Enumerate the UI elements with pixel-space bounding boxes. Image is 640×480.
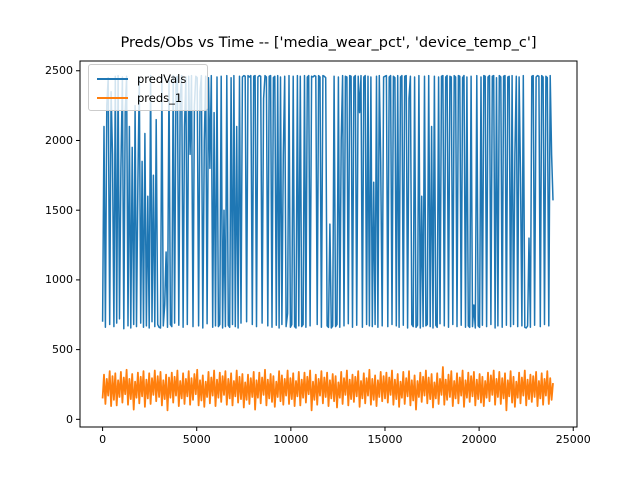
y-tick-label: 2000: [45, 133, 73, 147]
y-tick-label: 1500: [45, 203, 73, 217]
series-line-predVals: [101, 74, 554, 330]
y-tick-label: 1000: [45, 273, 73, 287]
legend: predVals preds_1: [88, 64, 208, 111]
legend-entry-predvals: predVals: [97, 71, 199, 86]
x-tick-label: 10000: [273, 433, 309, 446]
legend-label-predvals: predVals: [137, 71, 187, 86]
legend-entry-preds-1: preds_1: [97, 90, 199, 105]
y-tick-label: 2500: [45, 64, 73, 78]
axes-spines: [79, 60, 578, 428]
x-tick-label: 5000: [182, 433, 211, 446]
legend-label-preds-1: preds_1: [137, 90, 183, 105]
chart-title: Preds/Obs vs Time -- ['media_wear_pct', …: [120, 35, 537, 51]
x-tick-label: 25000: [555, 433, 591, 446]
legend-line-sample-blue-icon: [97, 77, 128, 80]
legend-line-sample-orange-icon: [97, 96, 128, 99]
x-tick-label: 0: [99, 433, 107, 446]
x-tick-label: 15000: [367, 433, 403, 446]
y-tick-label: 0: [66, 412, 73, 426]
series-line-preds_1: [101, 366, 554, 412]
y-tick-label: 500: [52, 343, 73, 357]
x-tick-label: 20000: [461, 433, 497, 446]
